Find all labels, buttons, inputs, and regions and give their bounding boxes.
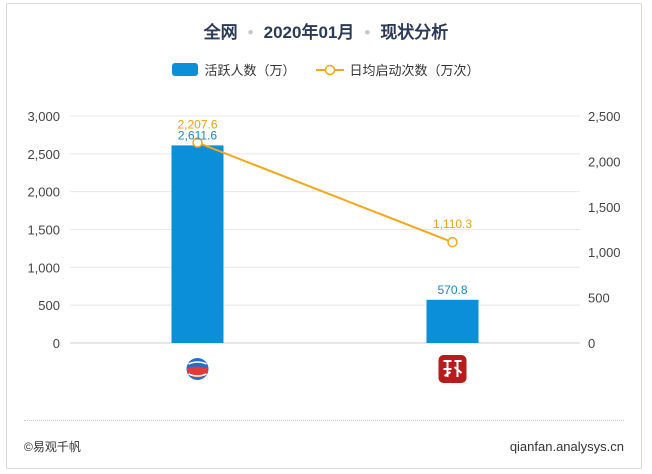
title-separator-2: • <box>364 23 371 42</box>
chart-title: 全网 • 2020年01月 • 现状分析 <box>0 18 652 43</box>
title-scope: 全网 <box>203 23 238 42</box>
title-topic: 现状分析 <box>380 23 449 42</box>
legend-label-active-users: 活跃人数（万） <box>204 63 296 78</box>
legend-line-swatch-icon <box>315 64 344 75</box>
footer-brand: ©易观千帆 <box>24 440 81 454</box>
legend-item-active-users[interactable]: 活跃人数（万） <box>172 60 296 79</box>
title-period: 2020年01月 <box>263 23 355 42</box>
legend-item-daily-launches[interactable]: 日均启动次数（万次） <box>315 60 480 79</box>
legend-bar-swatch-icon <box>172 63 199 76</box>
chart-legend: 活跃人数（万） 日均启动次数（万次） <box>0 60 652 79</box>
title-separator-1: • <box>247 23 254 42</box>
footer-site: qianfan.analysys.cn <box>509 439 624 454</box>
footer-divider <box>24 420 624 421</box>
chart-frame <box>6 3 642 469</box>
legend-label-daily-launches: 日均启动次数（万次） <box>349 63 480 78</box>
